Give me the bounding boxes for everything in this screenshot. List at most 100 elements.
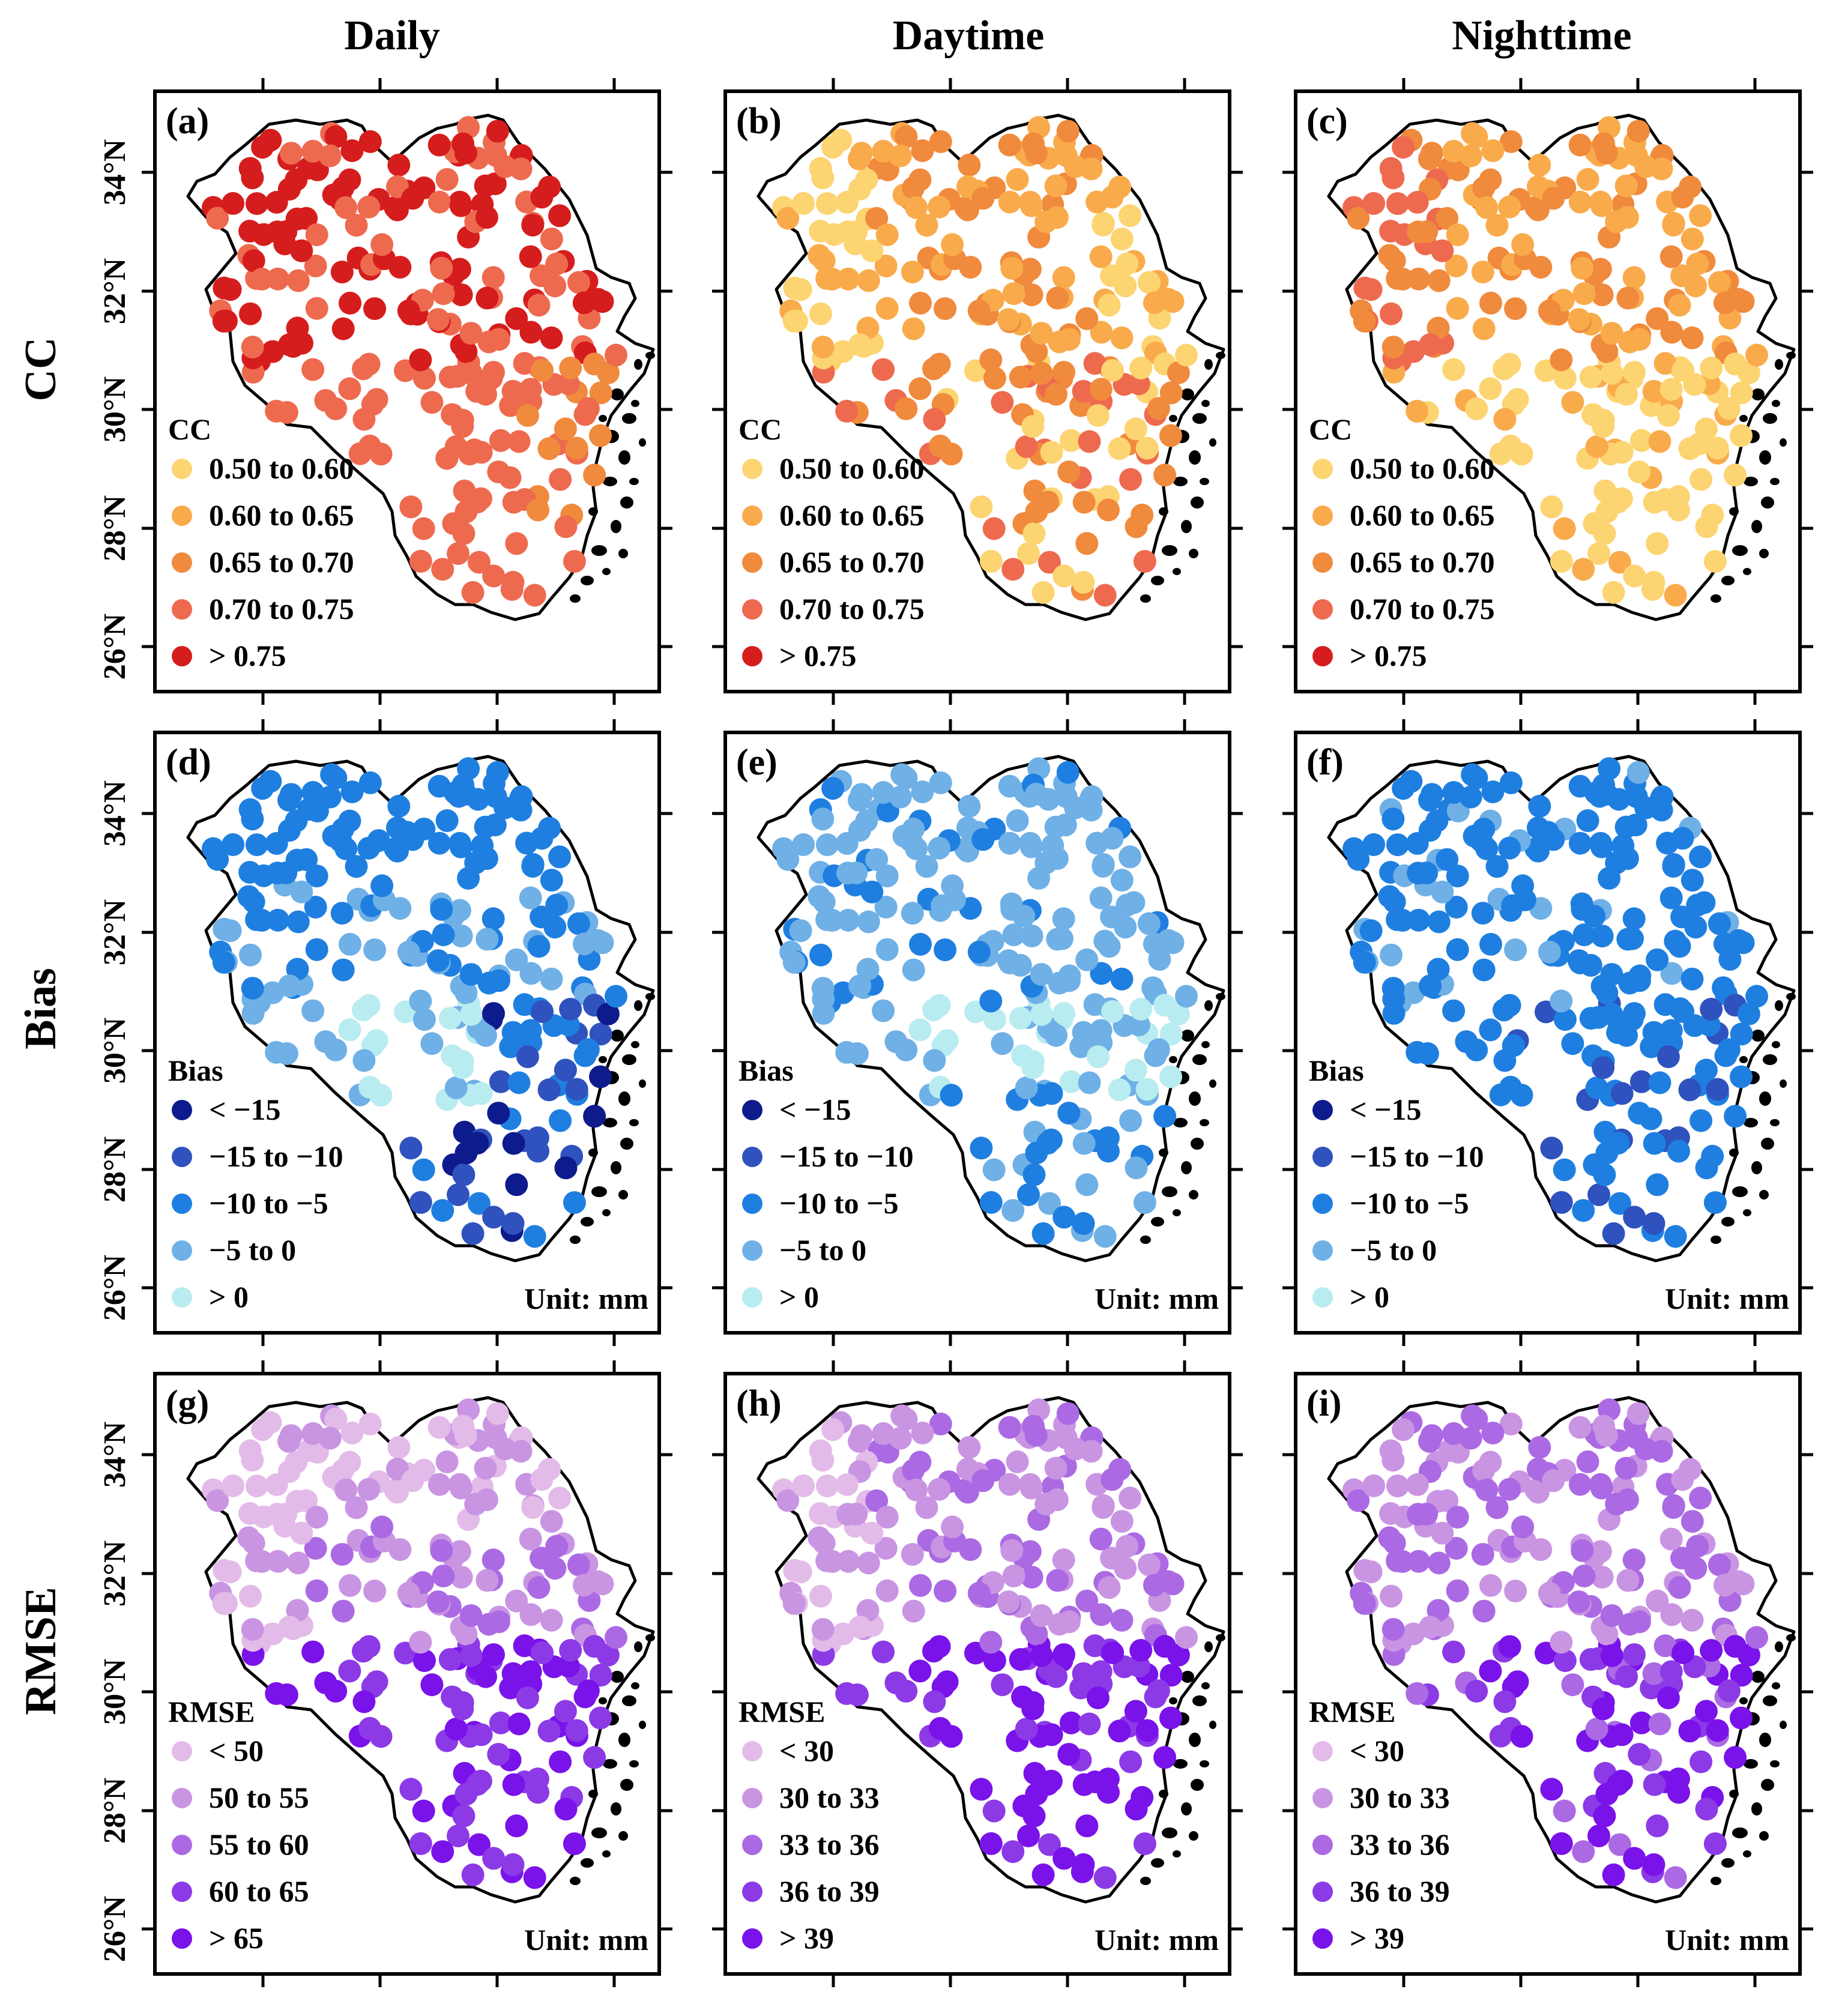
station-marker — [1072, 1132, 1096, 1155]
station-marker — [265, 190, 288, 214]
station-marker — [902, 818, 925, 841]
coastline-island — [1770, 478, 1780, 485]
panel-frame — [153, 731, 661, 1335]
station-marker — [1362, 192, 1386, 215]
coastline-island — [1173, 1850, 1181, 1858]
station-marker — [902, 1459, 925, 1482]
station-marker — [1475, 1478, 1499, 1501]
station-marker — [1538, 1581, 1561, 1605]
coastline-island — [1721, 1858, 1735, 1868]
coastline-island — [1780, 1721, 1787, 1729]
station-marker — [1031, 1863, 1055, 1886]
station-marker — [1695, 1797, 1718, 1821]
station-marker — [589, 424, 612, 447]
latitude-label: 26°N — [98, 1255, 132, 1321]
station-marker — [1572, 282, 1596, 306]
legend-item: 0.60 to 0.65 — [209, 498, 354, 532]
coastline-island — [1711, 1877, 1721, 1885]
station-marker — [1592, 1056, 1615, 1079]
legend-swatch — [742, 459, 762, 479]
station-marker — [909, 1574, 932, 1597]
station-marker — [1695, 1156, 1718, 1180]
station-marker — [305, 1579, 328, 1602]
legend-swatch — [742, 1835, 762, 1855]
station-marker — [572, 291, 596, 315]
station-marker — [420, 1673, 444, 1697]
coastline-island — [1191, 1138, 1204, 1150]
station-marker — [1052, 564, 1076, 588]
station-marker — [1383, 890, 1406, 914]
station-marker — [250, 1550, 274, 1573]
station-marker — [438, 366, 462, 389]
coastline-island — [1770, 1760, 1780, 1767]
coastline-island — [1181, 520, 1192, 533]
station-marker — [848, 974, 872, 998]
station-marker — [412, 367, 436, 390]
station-marker — [895, 125, 918, 148]
coastline-island — [645, 352, 655, 359]
coastline-island — [1732, 1186, 1748, 1197]
station-marker — [983, 1008, 1006, 1031]
legend-swatch — [1312, 1100, 1333, 1120]
station-marker — [928, 1477, 951, 1501]
panel-frame — [1294, 89, 1802, 693]
station-marker — [516, 1686, 539, 1710]
station-marker — [1161, 1572, 1185, 1596]
legend-swatch — [742, 506, 762, 526]
station-marker — [1407, 908, 1430, 932]
station-marker — [1036, 490, 1060, 514]
station-marker — [1472, 177, 1496, 199]
station-marker — [1568, 774, 1592, 798]
station-marker — [459, 322, 483, 345]
station-marker — [1646, 1173, 1669, 1197]
station-marker — [923, 1690, 946, 1713]
station-marker — [1567, 1590, 1590, 1614]
station-marker — [1590, 283, 1614, 307]
station-marker — [516, 404, 539, 427]
legend-swatch — [742, 1194, 762, 1214]
coastline-island — [1761, 1138, 1774, 1150]
station-marker — [901, 902, 924, 925]
station-marker — [505, 1173, 528, 1197]
station-marker — [474, 1665, 497, 1688]
station-marker — [589, 1664, 612, 1687]
station-marker — [1006, 1450, 1029, 1473]
station-marker — [1600, 322, 1623, 345]
station-marker — [1568, 1473, 1592, 1496]
station-marker — [934, 938, 957, 962]
station-marker — [399, 1778, 423, 1801]
station-marker — [1662, 1496, 1685, 1519]
station-marker — [1406, 190, 1429, 214]
station-marker — [1362, 1474, 1386, 1497]
coastline-island — [1189, 1733, 1201, 1747]
station-marker — [509, 798, 533, 822]
station-marker — [1724, 1105, 1747, 1128]
station-marker — [1040, 1723, 1063, 1746]
station-marker — [1075, 1589, 1099, 1613]
station-marker — [1052, 266, 1075, 289]
station-marker — [1021, 1056, 1045, 1079]
station-marker — [811, 166, 835, 190]
station-marker — [1504, 297, 1527, 321]
station-marker — [1510, 1725, 1533, 1748]
station-marker — [1040, 1082, 1063, 1105]
station-marker — [466, 490, 489, 514]
station-marker — [241, 1449, 264, 1472]
coastline-island — [1216, 993, 1225, 1000]
station-marker — [1550, 348, 1573, 372]
station-marker — [1737, 1643, 1760, 1667]
station-marker — [1576, 809, 1599, 832]
station-marker — [1072, 490, 1096, 514]
legend-item: 50 to 55 — [209, 1781, 309, 1814]
station-marker — [519, 378, 542, 401]
station-marker — [1590, 194, 1613, 217]
station-marker — [1161, 290, 1185, 313]
coastline-island — [629, 478, 639, 485]
station-marker — [979, 1191, 1003, 1214]
station-marker — [1615, 1665, 1638, 1688]
station-marker — [486, 1402, 509, 1425]
coastline-island — [1772, 400, 1780, 407]
station-marker — [1391, 908, 1415, 932]
station-marker — [1054, 785, 1078, 808]
station-marker — [397, 299, 420, 322]
